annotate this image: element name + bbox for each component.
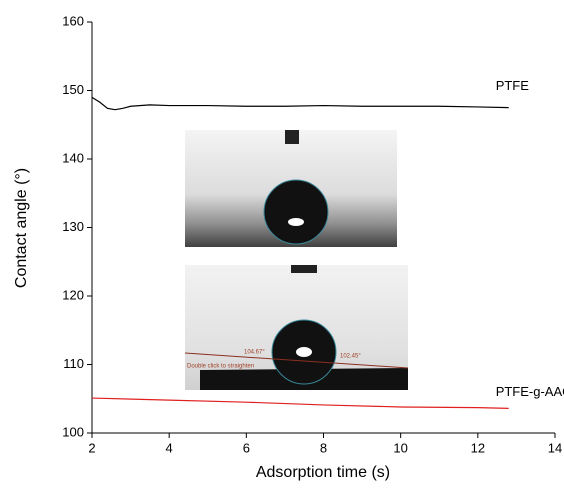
y-axis-title: Contact angle (°) — [13, 168, 30, 288]
y-tick-label: 110 — [63, 356, 84, 371]
series-label: PTFE — [496, 78, 530, 93]
x-tick-label: 14 — [548, 440, 562, 455]
line — [91, 96, 509, 111]
x-tick-label: 8 — [320, 440, 327, 455]
x-tick-label: 4 — [166, 440, 173, 455]
y-tick-label: 140 — [62, 150, 84, 165]
line — [91, 397, 509, 409]
y-tick-label: 130 — [62, 219, 84, 234]
inset-photo-bottom: 104.67° 102.45° Double click to straight… — [184, 265, 409, 390]
y-tick-label: 160 — [62, 13, 84, 28]
annotation: Double click to straighten — [187, 364, 254, 370]
annotation: 102.45° — [340, 354, 361, 360]
y-tick-label: 150 — [62, 82, 84, 97]
x-tick-label: 2 — [88, 440, 95, 455]
y-tick-label: 100 — [62, 424, 84, 439]
x-tick-label: 10 — [393, 440, 407, 455]
annotation: 104.67° — [244, 350, 265, 356]
x-tick-label: 6 — [243, 440, 250, 455]
y-tick-label: 120 — [62, 287, 84, 302]
inset-photo-top — [185, 130, 397, 247]
x-tick-label: 12 — [471, 440, 485, 455]
series-label: PTFE-g-AAC — [496, 384, 564, 399]
x-axis-title: Adsorption time (s) — [256, 464, 390, 481]
